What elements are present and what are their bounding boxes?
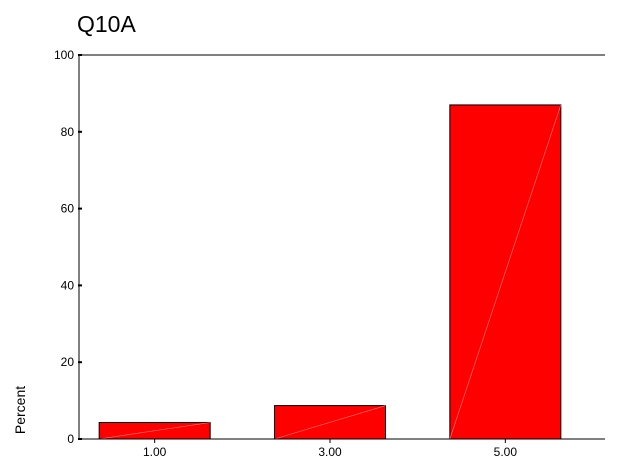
y-tick-label: 60 <box>61 202 75 216</box>
x-tick-label: 5.00 <box>494 445 518 459</box>
y-tick-label: 0 <box>67 432 74 446</box>
y-axis: 0 20 40 60 80 100 <box>54 48 82 446</box>
y-tick-label: 20 <box>61 355 75 369</box>
bar-diagonal <box>274 405 386 440</box>
y-tick-label: 100 <box>54 48 74 62</box>
x-tick-label: 3.00 <box>318 445 342 459</box>
chart-title: Q10A <box>77 11 136 37</box>
bars <box>98 104 562 440</box>
x-axis: 1.00 3.00 5.00 <box>143 439 517 459</box>
y-axis-label: Percent <box>12 386 28 434</box>
plot-frame <box>78 54 605 440</box>
bar-diagonal <box>449 104 562 440</box>
bar-diagonal <box>99 422 211 440</box>
y-tick-label: 40 <box>61 278 75 292</box>
x-tick-label: 1.00 <box>143 445 167 459</box>
y-tick-label: 80 <box>61 125 75 139</box>
